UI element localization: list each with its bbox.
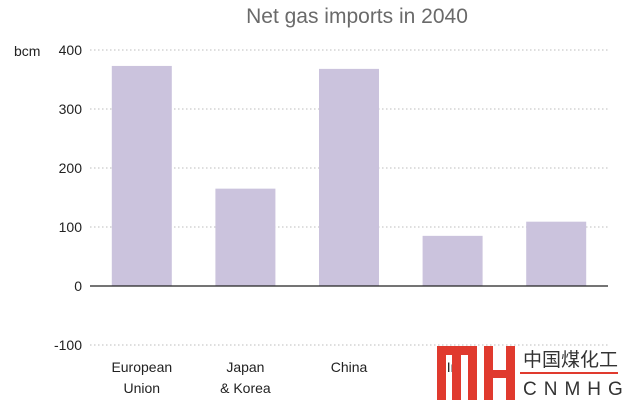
bar	[422, 235, 483, 286]
watermark-chinese: 中国煤化工	[523, 349, 618, 371]
y-tick-label: -100	[54, 337, 82, 353]
bar	[526, 221, 587, 286]
bar	[319, 68, 379, 286]
watermark-logo: 中国煤化工 CNMHG	[437, 346, 626, 400]
bars	[111, 65, 587, 287]
bar	[215, 188, 276, 286]
y-axis-tick-labels: -100 0 100 200 300 400	[54, 42, 82, 353]
y-tick-label: 0	[74, 278, 82, 294]
bar	[111, 65, 172, 287]
y-tick-label: 300	[59, 101, 83, 117]
category-label: Union	[124, 380, 161, 396]
category-label: Japan	[226, 359, 264, 375]
category-label: European	[111, 359, 172, 375]
chart-title: Net gas imports in 2040	[246, 5, 468, 28]
watermark-latin: CNMHG	[523, 379, 626, 400]
y-axis-unit-label: bcm	[14, 43, 40, 59]
category-label: & Korea	[220, 380, 271, 396]
y-tick-label: 200	[59, 160, 83, 176]
y-tick-label: 100	[59, 219, 83, 235]
category-label: China	[331, 359, 368, 375]
y-tick-label: 400	[59, 42, 83, 58]
